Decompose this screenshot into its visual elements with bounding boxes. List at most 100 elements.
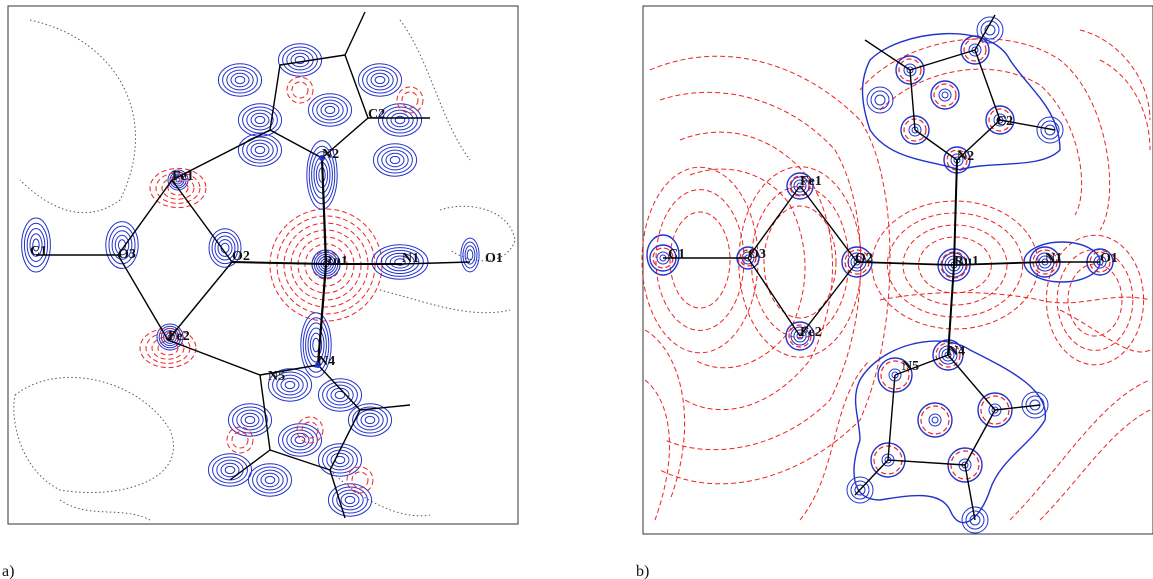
negative-contour xyxy=(946,149,968,171)
positive-contour xyxy=(980,20,1000,40)
negative-contour xyxy=(859,38,1111,231)
negative-contour xyxy=(139,327,197,369)
positive-contour xyxy=(212,456,248,484)
positive-contour xyxy=(900,115,930,145)
negative-contour xyxy=(291,81,309,99)
positive-contour xyxy=(29,233,43,257)
positive-contour xyxy=(230,72,250,88)
atom-label-fe1: Fe1 xyxy=(172,169,194,184)
bond-line xyxy=(117,179,173,256)
positive-contour xyxy=(462,241,478,269)
negative-contour xyxy=(351,471,369,489)
bond-line xyxy=(887,374,896,461)
atom-label-ru1: Ru1 xyxy=(954,254,979,269)
positive-contour xyxy=(237,103,283,137)
positive-contour xyxy=(247,463,293,497)
bond-line xyxy=(359,404,411,411)
positive-contour xyxy=(324,105,336,115)
positive-contour xyxy=(256,469,284,491)
positive-contour xyxy=(380,249,420,275)
negative-contour xyxy=(655,189,745,331)
panel-a-atom-labels: Fe1 Fe2 C1 O3 O2 Ru1 N1 O1 N2 C2 N4 N5 xyxy=(30,107,503,384)
negative-contour xyxy=(789,175,811,197)
bond-line xyxy=(344,11,366,56)
panel-b-contours xyxy=(641,16,1151,534)
negative-contour xyxy=(788,324,812,348)
positive-contour xyxy=(389,255,411,269)
atom-dot xyxy=(315,362,321,368)
positive-contour xyxy=(877,357,913,393)
positive-contour xyxy=(347,403,393,437)
negative-contour xyxy=(750,185,850,339)
bond-line xyxy=(887,459,966,466)
atom-label-o2: O2 xyxy=(232,249,250,264)
positive-contour xyxy=(308,145,336,205)
positive-contour xyxy=(971,46,979,54)
atom-label-n1: N1 xyxy=(402,251,419,266)
negative-contour xyxy=(879,292,1151,304)
positive-contour xyxy=(390,112,410,128)
bond-line xyxy=(171,179,233,263)
positive-contour xyxy=(985,105,1015,135)
negative-contour xyxy=(763,205,837,319)
positive-contour xyxy=(294,435,306,445)
negative-contour xyxy=(898,58,922,82)
negative-contour xyxy=(1099,59,1151,151)
negative-contour xyxy=(963,38,987,62)
positive-contour xyxy=(977,392,1013,428)
negative-contour xyxy=(396,86,424,114)
negative-contour xyxy=(226,426,254,454)
bond-line xyxy=(329,409,361,471)
negative-contour xyxy=(346,466,374,494)
atom-label-n5: N5 xyxy=(902,359,919,374)
bond-line xyxy=(956,119,1001,161)
positive-contour xyxy=(330,452,350,468)
positive-contour xyxy=(208,228,242,268)
positive-contour xyxy=(320,102,340,118)
positive-contour xyxy=(307,327,325,363)
panel-b-bonds xyxy=(663,14,1100,521)
bond-line xyxy=(799,261,858,337)
positive-contour xyxy=(870,90,890,110)
positive-contour xyxy=(464,245,476,265)
positive-contour xyxy=(796,182,804,190)
panel-b-atom-labels: Fe1 Fe2 C1 O3 O2 Ru1 N1 O1 N2 C2 N4 N5 xyxy=(668,114,1118,374)
positive-contour xyxy=(286,429,314,451)
positive-contour xyxy=(234,75,246,85)
bond-line xyxy=(974,14,996,51)
atom-label-n5: N5 xyxy=(268,369,285,384)
positive-contour xyxy=(276,374,304,396)
positive-contour xyxy=(394,258,406,266)
positive-contour xyxy=(284,380,296,390)
bond-line xyxy=(964,464,976,521)
bond-line xyxy=(259,364,319,376)
positive-contour xyxy=(290,52,310,68)
bond-line xyxy=(167,261,233,341)
positive-contour xyxy=(327,483,373,517)
panel-a: Fe1 Fe2 C1 O3 O2 Ru1 N1 O1 N2 C2 N4 N5 xyxy=(7,5,519,525)
positive-contour xyxy=(246,139,274,161)
positive-contour xyxy=(372,143,418,177)
positive-contour xyxy=(332,486,368,514)
atom-label-c2: C2 xyxy=(368,107,385,122)
negative-contour xyxy=(920,405,950,435)
negative-contour xyxy=(644,329,686,501)
positive-contour xyxy=(785,321,815,351)
bond-line xyxy=(894,354,949,376)
positive-contour xyxy=(250,112,270,128)
negative-contour xyxy=(157,340,179,356)
zero-contour xyxy=(439,205,516,262)
negative-contour xyxy=(659,91,862,451)
positive-contour xyxy=(224,465,236,475)
positive-contour xyxy=(928,413,942,427)
positive-contour xyxy=(307,93,353,127)
positive-contour xyxy=(854,484,866,496)
bond-line xyxy=(854,459,889,496)
atom-label-c1: C1 xyxy=(668,247,685,262)
negative-contour xyxy=(286,76,314,104)
negative-contour xyxy=(296,416,324,444)
positive-contour xyxy=(226,69,254,91)
positive-contour xyxy=(312,96,348,124)
bond-line xyxy=(909,69,916,131)
positive-contour xyxy=(993,113,1007,127)
